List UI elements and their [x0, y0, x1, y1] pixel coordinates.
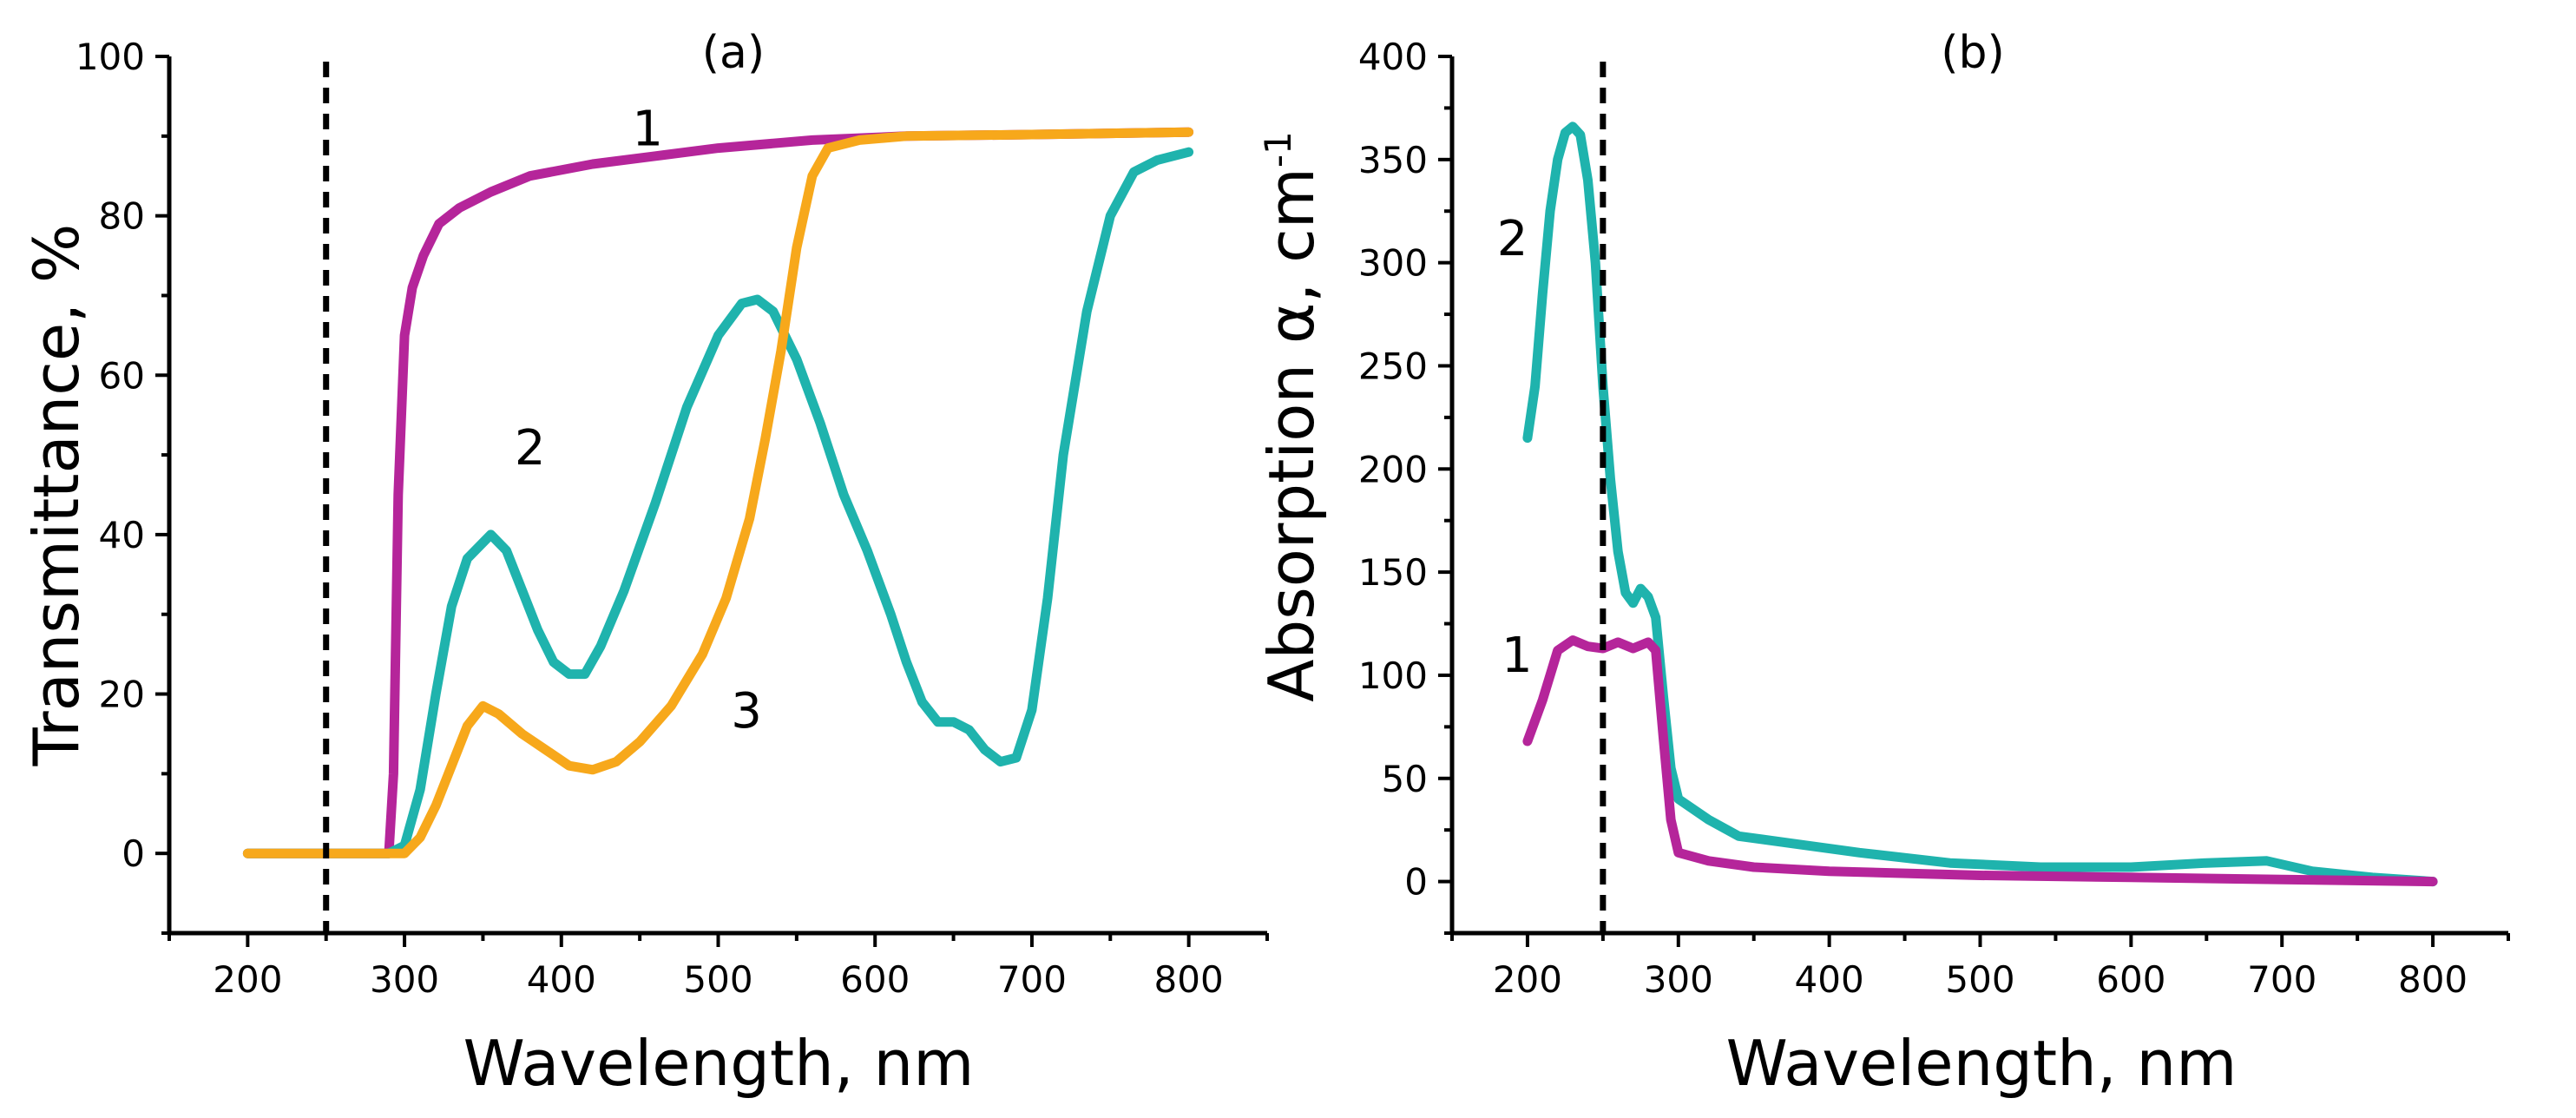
panel-a-series-3-line	[242, 127, 1194, 858]
panel-b-x-tick-label: 800	[2398, 958, 2468, 1001]
panel-a-series-2-line	[242, 147, 1194, 858]
panel-a-transmittance-chart: 200 300 400 500 600 700 800 0 20 40 60 80 100 1 2 3 (a)…	[20, 27, 1269, 1100]
panel-a-y-tick-label: 20	[99, 674, 145, 716]
panel-a-series-1-label: 1	[632, 102, 663, 158]
panel-b-y-tick-label: 50	[1382, 758, 1428, 800]
panel-a-x-tick-label: 700	[997, 958, 1067, 1001]
panel-b-series-1-label: 1	[1502, 628, 1533, 684]
panel-b-y-tick-label: 150	[1358, 551, 1428, 594]
panel-b-y-tick-label: 400	[1358, 36, 1428, 78]
panel-b-x-tick-label: 500	[1945, 958, 2014, 1001]
panel-a-series-1-line	[242, 127, 1194, 858]
panel-a-y-tick-label: 40	[99, 514, 145, 556]
panel-a-plot-area: 200 300 400 500 600 700 800 0 20 40 60 80 100 1 2 3	[76, 36, 1269, 1001]
panel-b-x-tick-label: 200	[1493, 958, 1562, 1001]
panel-b-y-axis-title-text: Absorption α, cm	[1255, 168, 1328, 702]
panel-b-y-tick-label: 250	[1358, 345, 1428, 387]
panel-a-x-tick-label: 400	[527, 958, 596, 1001]
panel-b-x-tick-label: 700	[2247, 958, 2316, 1001]
panel-a-y-tick-label: 80	[99, 195, 145, 238]
panel-b-label: (b)	[1941, 27, 2005, 79]
panel-a-y-tick-label: 60	[99, 354, 145, 397]
panel-b-y-tick-label: 350	[1358, 139, 1428, 181]
panel-a-x-tick-label: 800	[1154, 958, 1224, 1001]
panel-b-y-axis-title-superscript: -1	[1257, 131, 1299, 168]
panel-a-label: (a)	[702, 27, 765, 79]
panel-a-y-tick-label: 100	[76, 36, 145, 78]
panel-b-absorption-chart: 200 300 400 500 600 700 800 0 50 100 150 200 250 300 3…	[1255, 27, 2510, 1100]
panel-a-x-tick-label: 200	[213, 958, 282, 1001]
panel-b-y-axis-title: Absorption α, cm-1	[1255, 131, 1328, 701]
panel-b-x-tick-label: 300	[1644, 958, 1713, 1001]
panel-b-x-tick-label: 400	[1795, 958, 1864, 1001]
panel-a-y-axis-title: Transmittance, %	[20, 224, 93, 767]
panel-a-series-2-label: 2	[515, 420, 546, 477]
panel-a-x-axis-title: Wavelength, nm	[463, 1027, 975, 1100]
panel-b-series-2-line	[1522, 122, 2438, 887]
panel-b-y-tick-label: 200	[1358, 448, 1428, 490]
panel-b-series-2-label: 2	[1497, 211, 1528, 267]
panel-a-x-tick-label: 500	[683, 958, 752, 1001]
panel-a-x-tick-label: 300	[370, 958, 439, 1001]
panel-b-y-tick-label: 0	[1404, 861, 1428, 904]
panel-a-series-3-label: 3	[731, 683, 762, 740]
panel-a-y-tick-label: 0	[122, 832, 145, 875]
panel-b-y-tick-label: 300	[1358, 242, 1428, 285]
panel-b-y-tick-label: 100	[1358, 654, 1428, 697]
panel-a-x-tick-label: 600	[840, 958, 910, 1001]
panel-b-x-axis-title: Wavelength, nm	[1726, 1027, 2238, 1100]
panel-b-plot-area: 200 300 400 500 600 700 800 0 50 100 150 200 250 300 3…	[1358, 36, 2510, 1001]
panel-b-x-tick-label: 600	[2096, 958, 2165, 1001]
panel-b-series-1-line	[1522, 635, 2438, 887]
